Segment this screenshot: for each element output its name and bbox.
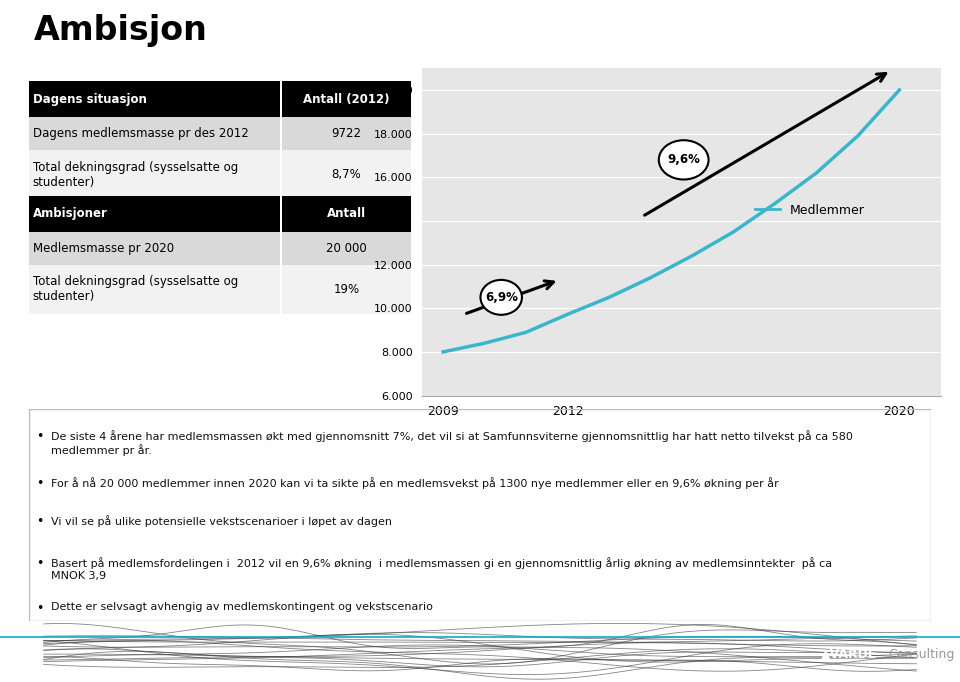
Text: •: • — [36, 515, 43, 528]
Text: Dette er selvsagt avhengig av medlemskontingent og vekstscenario: Dette er selvsagt avhengig av medlemskon… — [52, 602, 433, 612]
Text: ▲VARDE: ▲VARDE — [821, 648, 877, 661]
Text: •: • — [36, 430, 43, 443]
Bar — [29, 196, 280, 232]
Bar — [29, 150, 280, 199]
Text: •: • — [36, 477, 43, 490]
Text: Antall (2012): Antall (2012) — [303, 93, 390, 106]
Bar — [29, 117, 280, 150]
Bar — [282, 81, 411, 117]
Text: Dagens medlemsmasse pr des 2012: Dagens medlemsmasse pr des 2012 — [33, 127, 249, 140]
Text: 9,6%: 9,6% — [667, 153, 700, 166]
Ellipse shape — [480, 280, 522, 315]
Text: Antall: Antall — [327, 207, 366, 220]
Text: Basert på medlemsfordelingen i  2012 vil en 9,6% økning  i medlemsmassen gi en g: Basert på medlemsfordelingen i 2012 vil … — [52, 557, 832, 580]
Text: De siste 4 årene har medlemsmassen økt med gjennomsnitt 7%, det vil si at Samfun: De siste 4 årene har medlemsmassen økt m… — [52, 430, 853, 456]
Bar — [29, 265, 280, 314]
Text: Total dekningsgrad (sysselsatte og
studenter): Total dekningsgrad (sysselsatte og stude… — [33, 160, 238, 189]
Bar — [29, 81, 280, 117]
Text: Medlemsmasse pr 2020: Medlemsmasse pr 2020 — [33, 241, 174, 255]
Text: Consulting: Consulting — [888, 648, 954, 661]
Text: Ambisjon: Ambisjon — [34, 14, 207, 47]
Legend: Medlemmer: Medlemmer — [750, 199, 870, 222]
Text: 20 000: 20 000 — [326, 241, 367, 255]
Bar — [29, 232, 280, 265]
Bar — [282, 117, 411, 150]
Text: •: • — [36, 602, 43, 614]
Text: 19%: 19% — [333, 282, 360, 296]
Text: Dagens situasjon: Dagens situasjon — [33, 93, 147, 106]
Bar — [282, 265, 411, 314]
Bar — [282, 150, 411, 199]
Text: •: • — [36, 557, 43, 570]
Text: 6,9%: 6,9% — [485, 291, 517, 304]
Text: Vi vil se på ulike potensielle vekstscenarioer i løpet av dagen: Vi vil se på ulike potensielle vekstscen… — [52, 515, 393, 527]
Text: Ambisjoner: Ambisjoner — [33, 207, 108, 220]
Text: 8,7%: 8,7% — [332, 168, 361, 181]
Text: 9722: 9722 — [331, 127, 362, 140]
Bar — [282, 232, 411, 265]
Text: Total dekningsgrad (sysselsatte og
studenter): Total dekningsgrad (sysselsatte og stude… — [33, 275, 238, 303]
Text: For å nå 20 000 medlemmer innen 2020 kan vi ta sikte på en medlemsvekst på 1300 : For å nå 20 000 medlemmer innen 2020 kan… — [52, 477, 780, 489]
Ellipse shape — [659, 140, 708, 179]
Bar — [282, 196, 411, 232]
